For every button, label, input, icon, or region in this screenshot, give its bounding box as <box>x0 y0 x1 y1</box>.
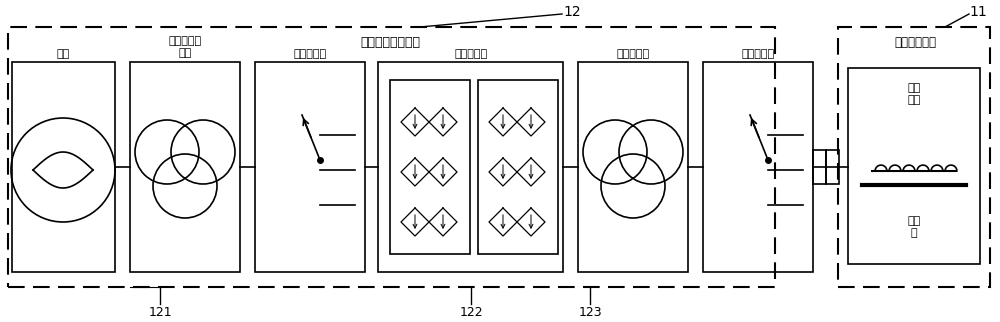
Bar <box>703 62 813 272</box>
Text: 121: 121 <box>148 306 172 318</box>
Text: 输出变压器: 输出变压器 <box>616 49 650 59</box>
Text: 122: 122 <box>459 306 483 318</box>
Bar <box>813 150 826 184</box>
Bar <box>130 62 240 272</box>
Text: 123: 123 <box>578 306 602 318</box>
Bar <box>378 62 563 272</box>
Bar <box>255 62 365 272</box>
Bar <box>478 80 558 254</box>
Text: 输入开关柜: 输入开关柜 <box>293 49 327 59</box>
Text: 输出开关柜: 输出开关柜 <box>741 49 775 59</box>
Bar <box>578 62 688 272</box>
Text: 牵引系统电路单元: 牵引系统电路单元 <box>360 35 420 49</box>
Text: 第一变流器: 第一变流器 <box>454 49 488 59</box>
Bar <box>12 62 115 272</box>
Text: 磁浮
列车: 磁浮 列车 <box>907 83 921 105</box>
Text: 11: 11 <box>969 5 987 19</box>
Bar <box>838 27 990 287</box>
Text: 长定
子: 长定 子 <box>907 216 921 238</box>
Text: 第一输入变
压器: 第一输入变 压器 <box>168 36 202 58</box>
Text: 12: 12 <box>563 5 581 19</box>
Text: 电机模拟单元: 电机模拟单元 <box>894 35 936 49</box>
Text: 电网: 电网 <box>56 49 70 59</box>
Bar <box>826 150 839 184</box>
Bar <box>848 68 980 264</box>
Bar <box>390 80 470 254</box>
Bar <box>8 27 775 287</box>
